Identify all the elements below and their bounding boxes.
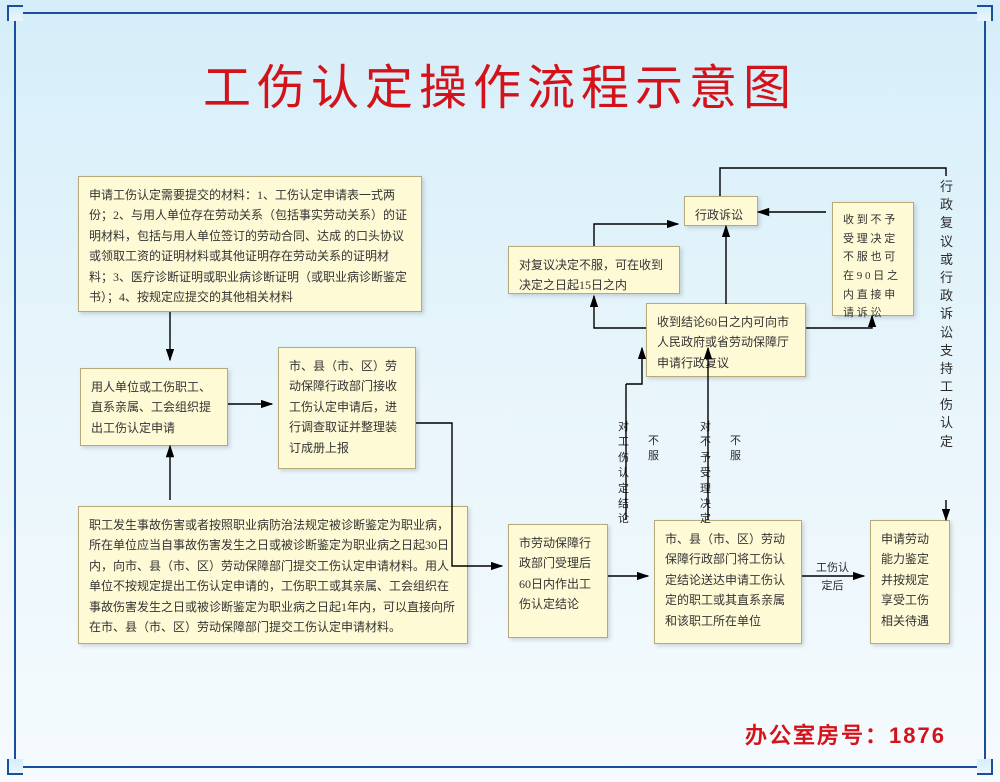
edge-label-bufu1: 不服 [648,434,659,465]
node-investigate: 市、县（市、区）劳动保障行政部门接收工伤认定申请后，进行调查取证并整理装订成册上… [278,347,416,469]
side-label-support: 行政复议或行政诉讼支持工伤认定 [940,178,953,451]
edge-label-bufu2: 不服 [730,434,741,465]
corner-tl [7,5,23,21]
corner-br [977,759,993,775]
corner-tr [977,5,993,21]
node-deliver: 市、县（市、区）劳动保障行政部门将工伤认定结论送达申请工伤认定的职工或其直系亲属… [654,520,802,644]
node-deadline: 职工发生事故伤害或者按照职业病防治法规定被诊断鉴定为职业病，所在单位应当自事故伤… [78,506,468,644]
edge-label-noaccept: 对不予受理决定 [700,420,711,528]
node-decide60: 市劳动保障行政部门受理后60日内作出工伤认定结论 [508,524,608,638]
node-materials: 申请工伤认定需要提交的材料：1、工伤认定申请表一式两份；2、与用人单位存在劳动关… [78,176,422,312]
page-title: 工伤认定操作流程示意图 [0,48,1000,118]
node-apply: 用人单位或工伤职工、直系亲属、工会组织提出工伤认定申请 [80,368,228,446]
corner-bl [7,759,23,775]
edge-label-conclusion: 对工伤认定结论 [618,420,629,528]
node-direct: 收 到 不 予受 理 决 定不 服 也 可在 9 0 日 之内 直 接 申请 诉… [832,202,914,316]
node-review: 收到结论60日之内可向市人民政府或省劳动保障厅申请行政复议 [646,303,806,377]
page: 工伤认定操作流程示意图 申请工伤认定需要提交的材料：1、工伤认定申请表一式两份；… [0,0,1000,782]
node-sue15: 对复议决定不服，可在收到决定之日起15日之内 [508,246,680,294]
footer-room: 办公室房号：1876 [745,718,946,750]
edge-label-after: 工伤认定后 [816,560,849,595]
node-benefit: 申请劳动能力鉴定并按规定享受工伤相关待遇 [870,520,950,644]
node-lawsuit: 行政诉讼 [684,196,758,226]
